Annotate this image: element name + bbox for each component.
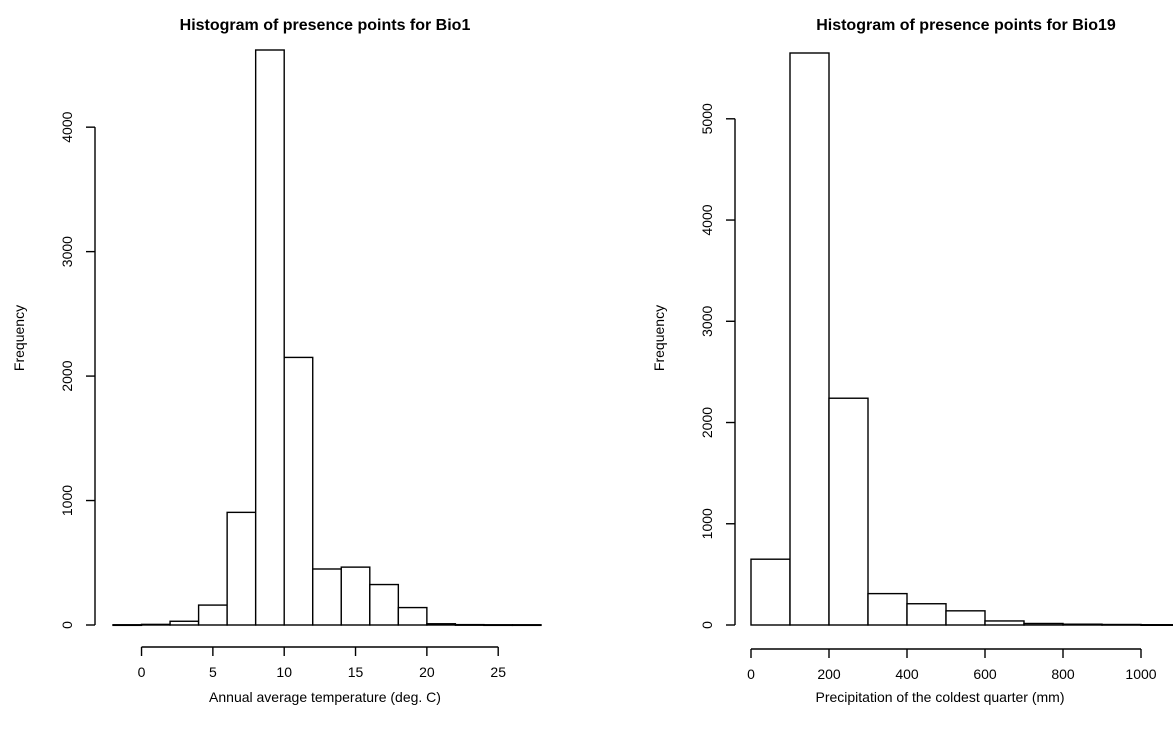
y-tick-label: 0 xyxy=(699,621,715,629)
y-tick-label: 3000 xyxy=(59,236,75,267)
bar xyxy=(454,623,485,626)
y-axis: 0 1000 2000 3000 4000 5000 xyxy=(699,103,736,629)
bar xyxy=(312,568,342,626)
x-tick-label: 25 xyxy=(490,664,506,680)
bar xyxy=(984,620,1025,626)
bar xyxy=(906,603,947,626)
y-axis-label: Frequency xyxy=(651,305,667,371)
bar xyxy=(828,397,869,626)
x-tick-label: 0 xyxy=(747,666,755,682)
bar xyxy=(197,604,228,626)
x-tick-label: 200 xyxy=(817,666,841,682)
chart-title: Histogram of presence points for Bio19 xyxy=(816,17,1116,34)
x-tick-label: 0 xyxy=(138,664,146,680)
y-axis-label: Frequency xyxy=(11,305,27,371)
bar xyxy=(340,566,371,626)
bar-group xyxy=(750,52,1173,626)
y-axis: 0 1000 2000 3000 4000 xyxy=(59,111,96,629)
bar xyxy=(1140,623,1173,626)
bar xyxy=(789,52,830,626)
y-tick-label: 4000 xyxy=(59,111,75,142)
bar xyxy=(254,49,285,626)
bar-group xyxy=(112,49,542,627)
y-tick-label: 1000 xyxy=(59,485,75,516)
bar xyxy=(426,623,457,626)
y-tick-label: 0 xyxy=(59,621,75,629)
histogram-bio1: Histogram of presence points for Bio1 An… xyxy=(11,17,542,705)
y-tick-label: 3000 xyxy=(699,306,715,337)
x-axis-label: Annual average temperature (deg. C) xyxy=(209,689,441,705)
bar xyxy=(750,558,791,626)
bar xyxy=(867,592,908,626)
bar xyxy=(1023,622,1064,626)
x-tick-label: 10 xyxy=(276,664,292,680)
bar xyxy=(112,624,143,627)
bar xyxy=(1101,623,1142,626)
y-tick-label: 2000 xyxy=(59,360,75,391)
x-tick-label: 5 xyxy=(209,664,217,680)
x-tick-label: 600 xyxy=(973,666,997,682)
x-axis: 0 5 10 15 20 25 xyxy=(138,646,506,680)
bar xyxy=(226,511,257,626)
bar xyxy=(169,620,200,626)
y-tick-label: 4000 xyxy=(699,204,715,235)
y-tick-label: 1000 xyxy=(699,508,715,539)
histogram-bio19: Histogram of presence points for Bio19 P… xyxy=(651,17,1173,705)
bar xyxy=(945,610,986,626)
x-tick-label: 1000 xyxy=(1125,666,1156,682)
y-tick-label: 2000 xyxy=(699,407,715,438)
chart-title: Histogram of presence points for Bio1 xyxy=(180,17,471,34)
bar xyxy=(140,623,171,626)
x-tick-label: 15 xyxy=(348,664,364,680)
bar xyxy=(483,624,514,627)
x-axis-label: Precipitation of the coldest quarter (mm… xyxy=(816,689,1065,705)
x-tick-label: 800 xyxy=(1051,666,1075,682)
bar xyxy=(397,606,428,626)
x-tick-label: 20 xyxy=(419,664,435,680)
bar xyxy=(511,624,542,627)
bar xyxy=(369,583,400,626)
x-axis: 0 200 400 600 800 1000 xyxy=(747,648,1157,682)
x-tick-label: 400 xyxy=(895,666,919,682)
bar xyxy=(283,356,314,626)
y-tick-label: 5000 xyxy=(699,103,715,134)
bar xyxy=(1062,623,1103,626)
